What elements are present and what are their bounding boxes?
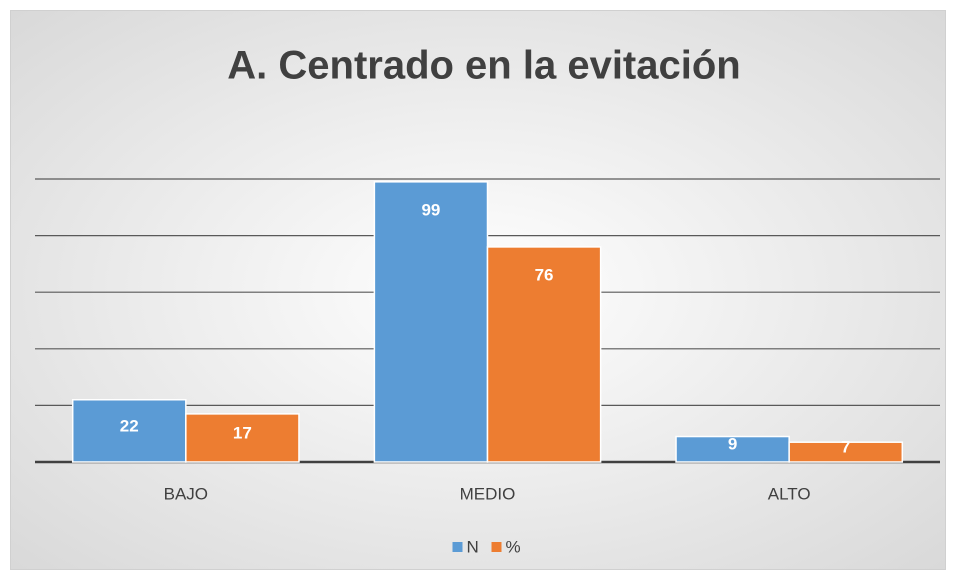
data-label: 17 — [233, 423, 252, 442]
data-label: 9 — [728, 435, 737, 454]
bar — [185, 413, 300, 463]
data-label: 99 — [421, 200, 440, 219]
data-label: 76 — [535, 265, 554, 284]
bar — [788, 441, 904, 463]
legend-swatch — [491, 542, 502, 552]
chart-title: A. Centrado en la evitación — [227, 44, 740, 88]
x-tick-label: MEDIO — [460, 484, 516, 503]
legend-label: N — [467, 537, 479, 556]
legend-swatch — [452, 542, 463, 552]
data-label: 22 — [120, 416, 139, 435]
legend-label: % — [506, 537, 521, 556]
x-tick-label: BAJO — [164, 484, 208, 503]
bar — [675, 435, 790, 463]
bar — [486, 246, 602, 463]
data-label: 7 — [841, 438, 850, 457]
x-tick-label: ALTO — [768, 484, 811, 503]
bar — [373, 181, 489, 463]
